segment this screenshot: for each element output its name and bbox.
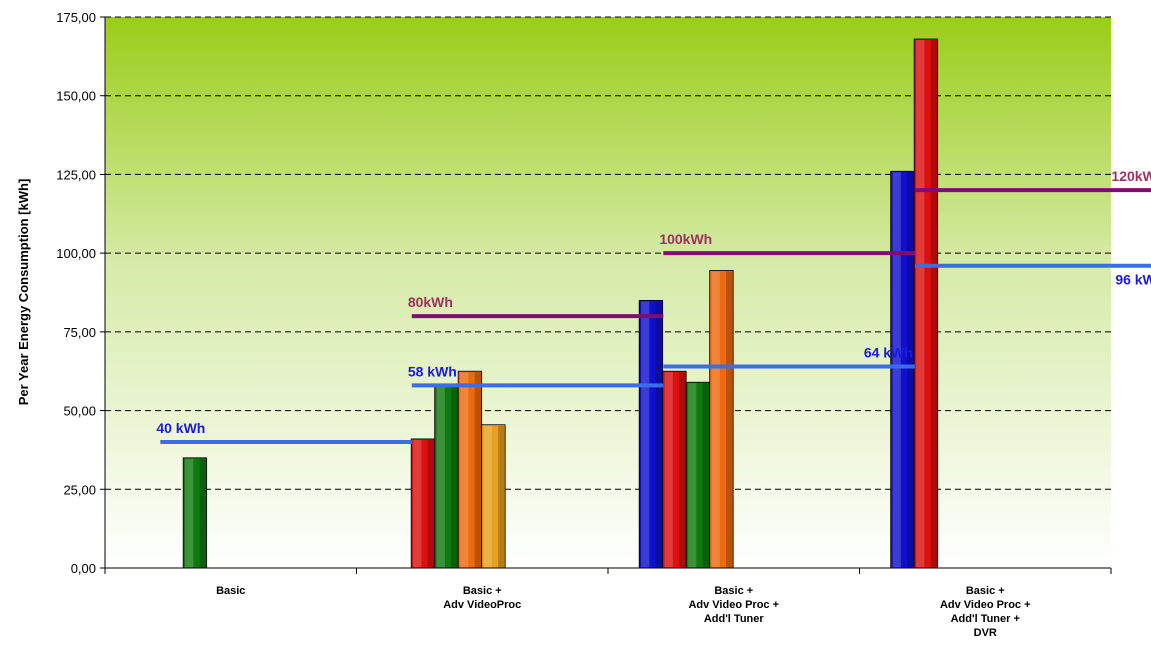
reference-line-label: 120kWh bbox=[1111, 168, 1151, 184]
bar-shade bbox=[930, 40, 938, 569]
x-category-label-line: Basic + bbox=[966, 585, 1005, 597]
x-category-label-line: Adv VideoProc bbox=[443, 599, 521, 611]
y-tick-label: 175,00 bbox=[56, 10, 96, 25]
y-tick-label: 0,00 bbox=[71, 561, 96, 576]
reference-line-label: 64 kWh bbox=[864, 344, 913, 360]
bar-shade bbox=[702, 383, 710, 568]
reference-lines: 40 kWh 58 kWh 80kWh 64 kWh 100kWh 96 kWh 120kW… bbox=[156, 168, 1151, 445]
bars bbox=[182, 38, 939, 569]
bar-highlight bbox=[916, 40, 925, 569]
reference-line: 80kWh bbox=[408, 294, 664, 319]
x-category-label-line: DVR bbox=[974, 627, 997, 639]
bar-highlight bbox=[664, 372, 673, 568]
reference-line: 120kWh bbox=[914, 168, 1151, 193]
bar bbox=[182, 457, 208, 569]
bar-highlight bbox=[436, 386, 445, 568]
x-category-label-line: Add'l Tuner + bbox=[951, 613, 1020, 625]
bar-shade bbox=[451, 386, 458, 568]
bar-highlight bbox=[460, 372, 469, 568]
bar bbox=[434, 384, 459, 569]
x-category-label-line: Adv Video Proc + bbox=[688, 599, 779, 611]
reference-line: 40 kWh bbox=[156, 420, 412, 445]
bar-highlight bbox=[711, 271, 720, 568]
bar-highlight bbox=[688, 383, 697, 568]
reference-line-label: 40 kWh bbox=[156, 420, 205, 436]
bar-shade bbox=[907, 172, 914, 568]
bar-highlight bbox=[641, 301, 650, 568]
bar-shade bbox=[474, 372, 482, 568]
y-tick-label: 100,00 bbox=[56, 246, 96, 261]
reference-line-label: 80kWh bbox=[408, 294, 453, 310]
bar-highlight bbox=[892, 172, 901, 568]
bar-shade bbox=[655, 301, 663, 568]
reference-line: 58 kWh bbox=[408, 363, 664, 388]
bar bbox=[410, 438, 436, 569]
y-tick-label: 25,00 bbox=[63, 482, 96, 497]
bar bbox=[457, 370, 483, 569]
y-axis-title: Per Year Energy Consumption [kWh] bbox=[16, 179, 31, 406]
x-category-label-line: Add'l Tuner bbox=[704, 613, 765, 625]
x-category-label-line: Basic + bbox=[463, 585, 502, 597]
bar bbox=[709, 270, 734, 569]
bar-highlight bbox=[413, 439, 422, 568]
y-tick-label: 75,00 bbox=[63, 325, 96, 340]
bar-shade bbox=[679, 372, 686, 568]
bar bbox=[638, 299, 664, 569]
x-category-label: Basic + Adv Video Proc + Add'l Tuner bbox=[688, 585, 779, 625]
y-tick-label: 150,00 bbox=[56, 89, 96, 104]
x-category-label-line: Basic bbox=[216, 585, 245, 597]
bar-highlight bbox=[483, 425, 492, 568]
reference-line: 100kWh bbox=[659, 231, 915, 256]
reference-line: 96 kWh bbox=[914, 263, 1151, 288]
x-category-label: Basic + Adv Video Proc + Add'l Tuner + DVR bbox=[940, 585, 1031, 639]
bar-shade bbox=[498, 425, 505, 568]
bar bbox=[913, 38, 939, 569]
x-category-label: Basic + Adv VideoProc bbox=[443, 585, 521, 611]
x-category-label: Basic bbox=[216, 585, 245, 597]
bar bbox=[685, 381, 711, 569]
reference-line-label: 58 kWh bbox=[408, 363, 457, 379]
grid-lines bbox=[105, 16, 1111, 490]
reference-line-label: 100kWh bbox=[659, 231, 712, 247]
bar bbox=[481, 424, 506, 569]
bar-highlight bbox=[185, 458, 194, 568]
plot-background bbox=[105, 17, 1111, 568]
bar-shade bbox=[726, 271, 733, 568]
reference-line: 64 kWh bbox=[663, 344, 915, 369]
bar bbox=[890, 170, 915, 569]
x-category-label-line: Adv Video Proc + bbox=[940, 599, 1031, 611]
bar-shade bbox=[427, 439, 435, 568]
x-category-label-line: Basic + bbox=[714, 585, 753, 597]
bar-shade bbox=[199, 458, 207, 568]
bar bbox=[662, 370, 687, 569]
y-tick-label: 125,00 bbox=[56, 167, 96, 182]
axes: 0,00 25,00 50,00 75,00 100,00 125,00 150,00 175… bbox=[56, 10, 1112, 639]
y-tick-label: 50,00 bbox=[63, 404, 96, 419]
reference-line-label: 96 kWh bbox=[1115, 272, 1151, 288]
